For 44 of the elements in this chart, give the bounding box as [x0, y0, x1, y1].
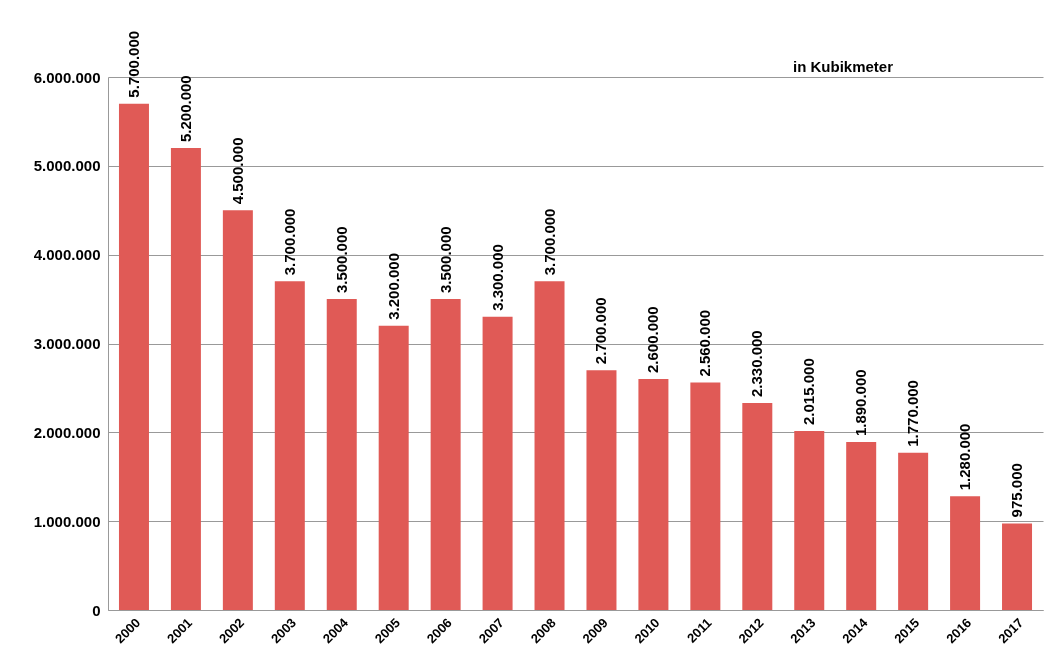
data-label: 2.330.000: [748, 330, 766, 398]
y-tick-label: 5.000.000: [33, 157, 101, 175]
data-label: 3.300.000: [488, 244, 506, 311]
data-label: 1.890.000: [852, 369, 870, 437]
bar: [482, 316, 513, 610]
bar: [794, 431, 825, 610]
data-label: 2.560.000: [696, 309, 714, 377]
bar: [430, 299, 461, 610]
y-tick-label: 2.000.000: [33, 423, 101, 441]
data-label: 1.770.000: [904, 380, 922, 447]
y-tick-label: 1.000.000: [33, 512, 101, 530]
bar: [534, 281, 565, 610]
data-label: 3.700.000: [280, 208, 298, 276]
data-label: 3.200.000: [384, 253, 402, 320]
bar: [690, 382, 721, 610]
data-label: 975.000: [1008, 463, 1026, 518]
bar: [274, 281, 305, 610]
y-tick-label: 4.000.000: [33, 246, 101, 264]
bar: [170, 148, 201, 610]
bar: [1002, 523, 1033, 610]
bar: [378, 325, 409, 610]
data-label: 5.200.000: [176, 75, 194, 143]
bar: [898, 452, 929, 610]
data-label: 3.500.000: [332, 226, 350, 294]
bar: [950, 496, 981, 610]
bar: [846, 442, 877, 610]
y-tick-label: 3.000.000: [33, 335, 101, 352]
data-label: 1.280.000: [956, 423, 974, 491]
data-label: 2.015.000: [800, 358, 818, 425]
bar: [326, 299, 357, 610]
text: in Kubikmeter: [792, 58, 894, 75]
y-tick-label: 0: [92, 601, 101, 619]
bar: [638, 379, 669, 610]
bar: [586, 370, 617, 610]
data-label: 2.700.000: [592, 297, 610, 365]
data-label: 2.600.000: [644, 306, 662, 374]
data-label: 3.500.000: [436, 226, 454, 294]
bar: [118, 103, 149, 610]
data-label: 3.700.000: [540, 208, 558, 276]
data-label: 5.700.000: [124, 30, 142, 98]
bar: [742, 403, 773, 610]
bar: [222, 210, 253, 610]
data-label: 4.500.000: [228, 137, 246, 205]
y-tick-label: 6.000.000: [33, 68, 101, 86]
